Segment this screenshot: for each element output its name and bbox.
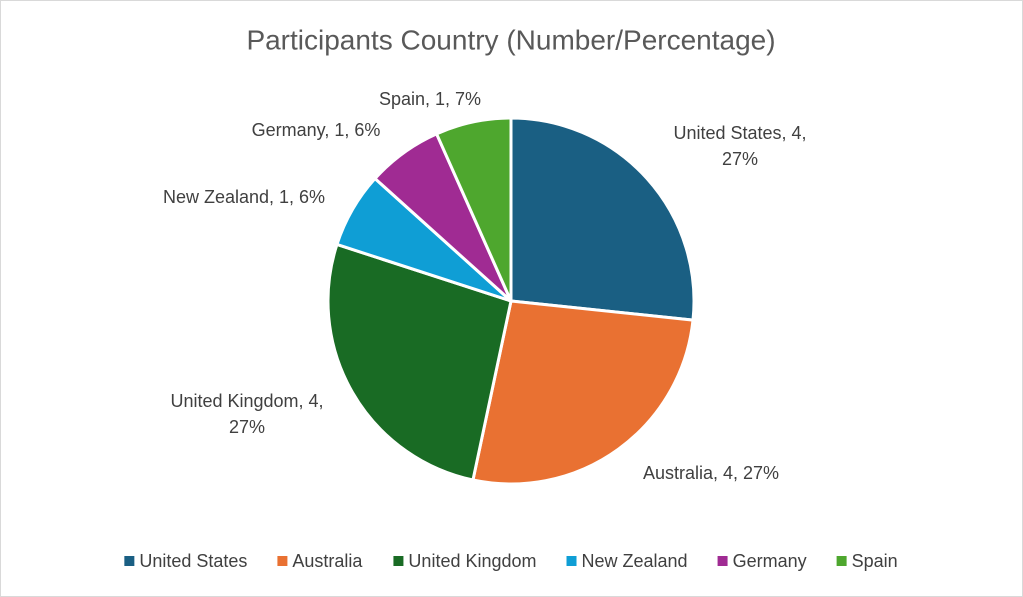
legend-swatch bbox=[393, 556, 404, 566]
legend-label: United Kingdom bbox=[408, 551, 536, 571]
pie-slice bbox=[509, 116, 696, 322]
data-label: New Zealand, 1, 6% bbox=[163, 187, 325, 207]
legend-label: Germany bbox=[733, 551, 807, 571]
data-label: Spain, 1, 7% bbox=[379, 89, 481, 109]
legend-item: Spain bbox=[836, 551, 898, 571]
legend-item: New Zealand bbox=[566, 551, 688, 571]
legend-swatch bbox=[277, 556, 288, 566]
pie-slice bbox=[326, 242, 513, 482]
data-label: Australia, 4, 27% bbox=[643, 463, 779, 483]
legend-label: United States bbox=[139, 551, 247, 571]
legend-swatch bbox=[124, 556, 135, 566]
data-label: Germany, 1, 6% bbox=[252, 120, 381, 140]
data-label: United Kingdom, 4, 27% bbox=[170, 391, 323, 437]
legend-swatch bbox=[836, 556, 847, 566]
data-label: United States, 4, 27% bbox=[673, 123, 806, 169]
legend-item: United Kingdom bbox=[393, 551, 537, 571]
legend-label: Australia bbox=[292, 551, 363, 571]
legend-label: New Zealand bbox=[582, 551, 688, 571]
legend-item: Australia bbox=[277, 551, 363, 571]
chart-title: Participants Country (Number/Percentage) bbox=[246, 24, 775, 55]
pie-slice bbox=[434, 116, 513, 302]
legend-swatch bbox=[566, 556, 577, 566]
legend-swatch bbox=[717, 556, 728, 566]
legend-item: United States bbox=[124, 551, 247, 571]
pie-slice bbox=[471, 299, 695, 486]
legend-label: Spain bbox=[852, 551, 898, 571]
legend-item: Germany bbox=[717, 551, 807, 571]
